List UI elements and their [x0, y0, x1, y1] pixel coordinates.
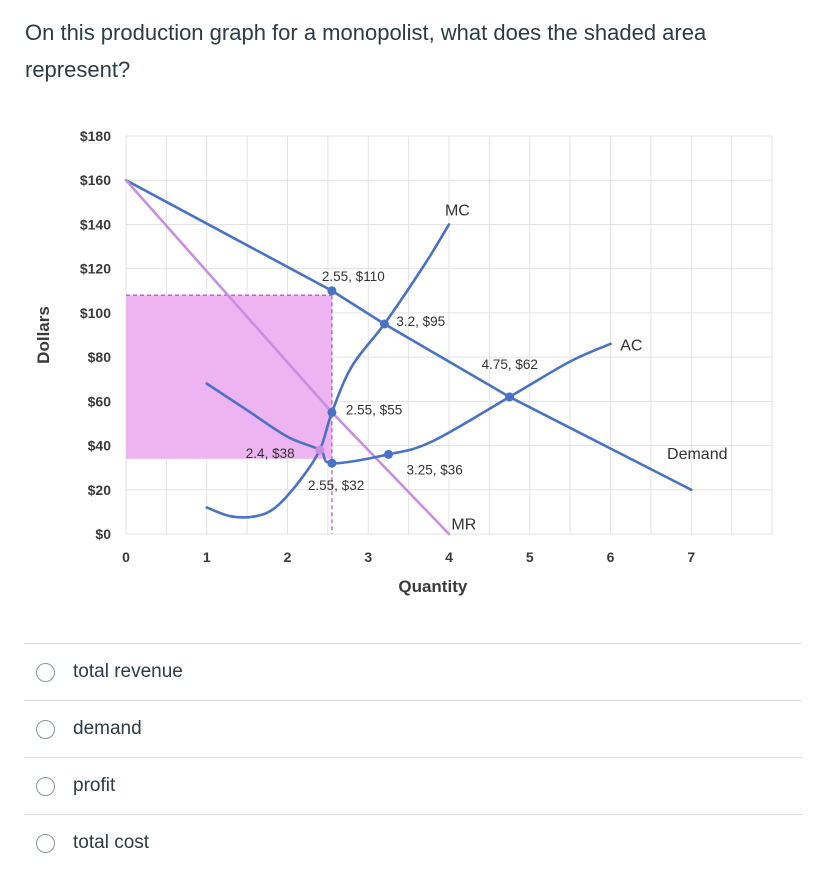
data-label: 2.55, $55	[346, 402, 402, 417]
choice-demand[interactable]: demand	[24, 700, 802, 757]
choice-total-cost[interactable]: total cost	[24, 814, 802, 871]
data-label: 2.55, $110	[322, 269, 385, 284]
x-axis-title: Quantity	[398, 577, 467, 596]
x-tick-label: 0	[122, 549, 130, 565]
radio-button[interactable]	[36, 833, 55, 853]
x-tick-label: 1	[203, 549, 211, 565]
x-tick-label: 4	[445, 549, 453, 565]
shaded-area	[126, 295, 332, 459]
y-tick-label: $40	[88, 438, 112, 454]
x-tick-label: 5	[526, 549, 534, 565]
y-tick-label: $140	[80, 216, 111, 232]
x-tick-label: 7	[687, 549, 695, 565]
choice-total-revenue[interactable]: total revenue	[24, 643, 802, 700]
radio-button[interactable]	[36, 662, 55, 682]
series-label-mc: MC	[445, 203, 470, 220]
y-tick-label: $60	[88, 393, 112, 409]
monopolist-production-chart: $0 $20 $40 $60 $80 $100 $120 $140 $160 $180 0 1 2 3 4 5…	[34, 128, 773, 596]
data-point	[379, 319, 389, 329]
choice-label: demand	[73, 718, 142, 739]
y-tick-label: $20	[88, 482, 112, 498]
data-point	[327, 407, 337, 417]
data-point	[327, 286, 337, 296]
data-label: 2.55, $32	[308, 478, 364, 493]
data-label: 3.25, $36	[406, 462, 462, 477]
choice-label: total revenue	[73, 661, 183, 682]
curve-ac	[205, 342, 612, 465]
question-text: On this production graph for a monopolis…	[25, 20, 707, 82]
data-point	[315, 445, 325, 455]
shaded-area-layer	[126, 295, 332, 459]
choice-profit[interactable]: profit	[24, 757, 802, 814]
y-tick-label: $100	[80, 305, 111, 321]
y-axis-title: Dollars	[34, 306, 53, 364]
x-tick-label: 6	[607, 549, 615, 565]
data-point	[327, 458, 337, 468]
data-point	[505, 392, 515, 402]
choice-label: profit	[73, 775, 116, 796]
x-tick-label: 3	[364, 549, 372, 565]
choice-label: total cost	[73, 832, 150, 853]
data-points	[315, 286, 515, 468]
x-tick-label: 2	[284, 549, 292, 565]
series-label-demand: Demand	[667, 446, 727, 463]
answer-choices: total revenue demand profit total cost	[24, 643, 802, 871]
y-tick-label: $180	[80, 128, 111, 144]
series-label-ac: AC	[620, 337, 642, 354]
y-tick-label: $0	[95, 526, 111, 542]
chart-labels: $0 $20 $40 $60 $80 $100 $120 $140 $160 $180 0 1 2 3 4 5…	[34, 128, 728, 596]
radio-button[interactable]	[36, 776, 55, 796]
radio-button[interactable]	[36, 719, 55, 739]
data-label: 3.2, $95	[396, 314, 445, 329]
y-tick-label: $120	[80, 261, 111, 277]
y-tick-label: $80	[88, 349, 112, 365]
data-label: 4.75, $62	[482, 357, 538, 372]
data-label: 2.4, $38	[246, 446, 295, 461]
series-label-mr: MR	[451, 517, 476, 534]
y-tick-label: $160	[80, 172, 111, 188]
data-point	[383, 449, 393, 459]
